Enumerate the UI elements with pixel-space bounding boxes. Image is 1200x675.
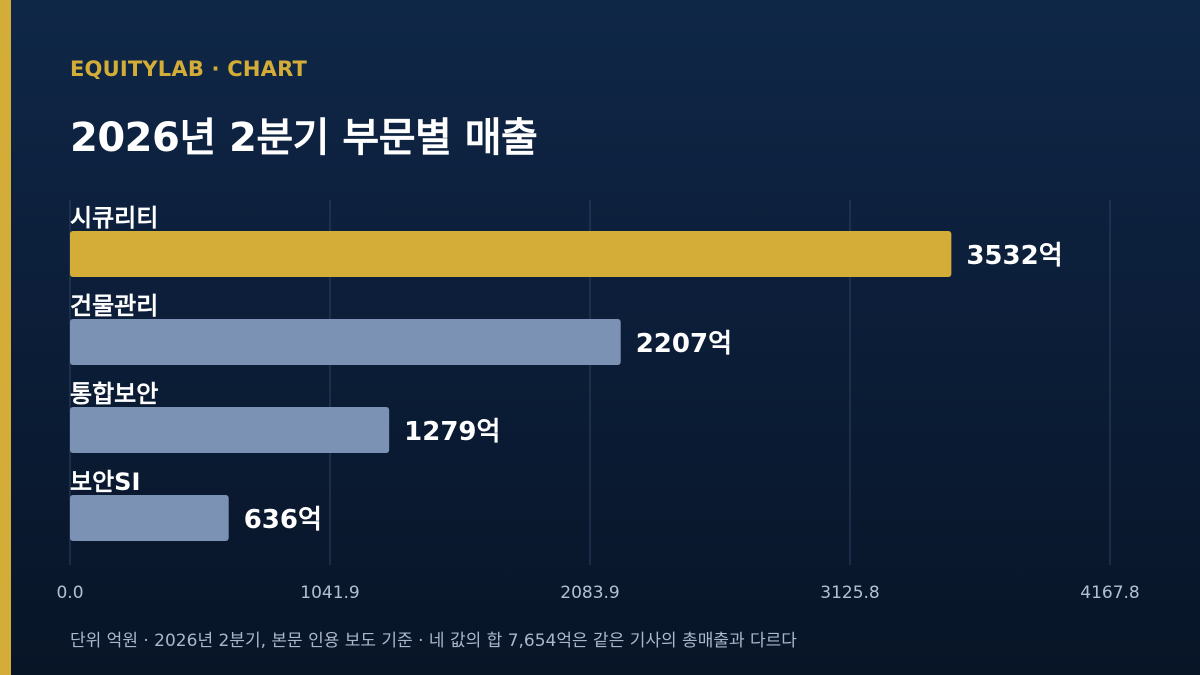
- x-tick-label: 4167.8: [1080, 583, 1139, 603]
- value-label: 3532억: [966, 241, 1062, 271]
- category-label: 통합보안: [70, 380, 158, 408]
- bar: [70, 319, 621, 365]
- category-label: 시큐리티: [70, 204, 158, 232]
- value-label: 2207억: [636, 329, 732, 359]
- x-tick-label: 3125.8: [820, 583, 879, 603]
- chart-title: 2026년 2분기 부문별 매출: [70, 115, 538, 161]
- category-label: 보안SI: [70, 468, 140, 496]
- category-label: 건물관리: [70, 292, 158, 320]
- brand-label: EQUITYLAB · CHART: [70, 57, 308, 81]
- x-tick-label: 0.0: [56, 583, 83, 603]
- value-label: 1279억: [404, 417, 500, 447]
- x-tick-label: 2083.9: [560, 583, 619, 603]
- footnote: 단위 억원 · 2026년 2분기, 본문 인용 보도 기준 · 네 값의 합 …: [70, 631, 797, 651]
- bar: [70, 495, 229, 541]
- accent-bar: [0, 0, 11, 675]
- value-label: 636억: [244, 505, 322, 535]
- bar: [70, 407, 390, 453]
- x-tick-label: 1041.9: [300, 583, 359, 603]
- bar: [70, 231, 952, 277]
